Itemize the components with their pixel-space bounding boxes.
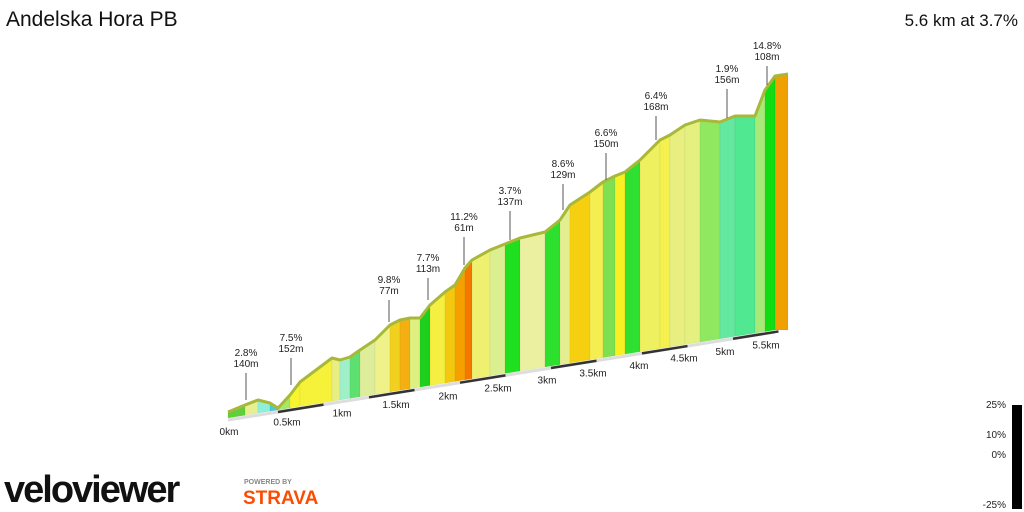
- distance-label: 1km: [333, 409, 352, 420]
- segment: [699, 119, 721, 343]
- segment: [589, 181, 604, 361]
- segment: [544, 219, 561, 368]
- baseline-stripe: [732, 330, 779, 340]
- annotation-length: 61m: [454, 223, 473, 234]
- annotation-grade: 3.7%: [499, 186, 522, 197]
- annotation-grade: 6.6%: [595, 128, 618, 139]
- distance-label: 5.5km: [752, 340, 779, 351]
- segment: [374, 324, 391, 395]
- annotation-length: 168m: [643, 102, 668, 113]
- legend-label: 0%: [992, 450, 1007, 461]
- annotation-length: 77m: [379, 286, 398, 297]
- distance-label: 5km: [716, 347, 735, 358]
- segment: [754, 89, 766, 334]
- segment: [602, 175, 616, 358]
- segment: [659, 134, 671, 349]
- legend-label: 25%: [986, 400, 1006, 411]
- logo-partner: STRAVA: [243, 488, 319, 509]
- segment: [519, 231, 546, 372]
- segment: [624, 159, 641, 355]
- segment: [464, 259, 473, 381]
- annotation-length: 113m: [416, 264, 440, 275]
- logo-powered: POWERED BY: [244, 479, 292, 486]
- segment: [774, 73, 789, 331]
- segment: [684, 119, 701, 345]
- segment: [764, 75, 776, 332]
- annotation-length: 150m: [593, 139, 618, 150]
- distance-label: 4.5km: [670, 354, 697, 365]
- segment: [614, 171, 626, 357]
- distance-label: 0.5km: [273, 418, 300, 429]
- segment: [489, 243, 506, 377]
- title: Andelska Hora PB: [6, 8, 178, 31]
- distance-label: 0km: [220, 427, 239, 438]
- segment: [569, 191, 591, 364]
- legend-label: 10%: [986, 430, 1006, 441]
- distance-label: 2.5km: [484, 384, 511, 395]
- annotation-grade: 7.7%: [417, 253, 440, 264]
- distance-label: 4km: [630, 361, 649, 372]
- distance-label: 3km: [538, 376, 557, 387]
- segment: [639, 139, 661, 353]
- annotation-grade: 2.8%: [235, 348, 258, 359]
- annotation-grade: 9.8%: [378, 275, 401, 286]
- annotation-length: 140m: [233, 359, 258, 370]
- segment: [339, 356, 351, 401]
- profile: [227, 72, 789, 422]
- segment: [471, 249, 491, 380]
- distance-label: 3.5km: [579, 368, 606, 379]
- annotation-grade: 7.5%: [280, 333, 303, 344]
- segment: [409, 317, 421, 390]
- labels: 0km 0.5km 1km 1.5km 2km 2.5km 3km 3.5km 4km 4.5km…: [220, 41, 782, 438]
- segment: [389, 319, 401, 393]
- segment: [719, 115, 736, 340]
- annotation-length: 137m: [497, 197, 522, 208]
- segment: [399, 317, 411, 391]
- segment: [444, 284, 456, 384]
- profile-top: [227, 72, 789, 414]
- logo-brand: veloviewer: [4, 469, 181, 511]
- legend: 25% 10% 0% -25%: [983, 400, 1006, 511]
- summary: 5.6 km at 3.7%: [905, 11, 1018, 30]
- baseline-stripe: [641, 344, 688, 355]
- baseline-stripe: [550, 359, 597, 370]
- segment: [429, 291, 446, 386]
- segment: [299, 357, 333, 407]
- annotation-length: 156m: [714, 75, 739, 86]
- segment: [331, 357, 341, 402]
- distance-label: 2km: [439, 392, 458, 403]
- annotation-grade: 1.9%: [716, 64, 739, 75]
- annotation-length: 129m: [550, 170, 575, 181]
- annotation-grade: 11.2%: [450, 212, 478, 223]
- segment: [669, 124, 686, 348]
- baseline-stripe: [277, 403, 324, 414]
- annotation-grade: 8.6%: [552, 159, 575, 170]
- distance-label: 1.5km: [382, 400, 409, 411]
- segment: [734, 115, 756, 337]
- annotation-length: 108m: [754, 52, 779, 63]
- segment: [559, 204, 571, 365]
- annotation-grade: 14.8%: [753, 41, 781, 52]
- legend-label: -25%: [983, 500, 1006, 511]
- segment: [504, 237, 521, 374]
- annotation-length: 152m: [278, 344, 303, 355]
- legend-bar: [1012, 405, 1022, 509]
- baseline-stripe: [459, 374, 506, 384]
- annotation-grade: 6.4%: [645, 91, 668, 102]
- baseline-stripe: [368, 388, 415, 399]
